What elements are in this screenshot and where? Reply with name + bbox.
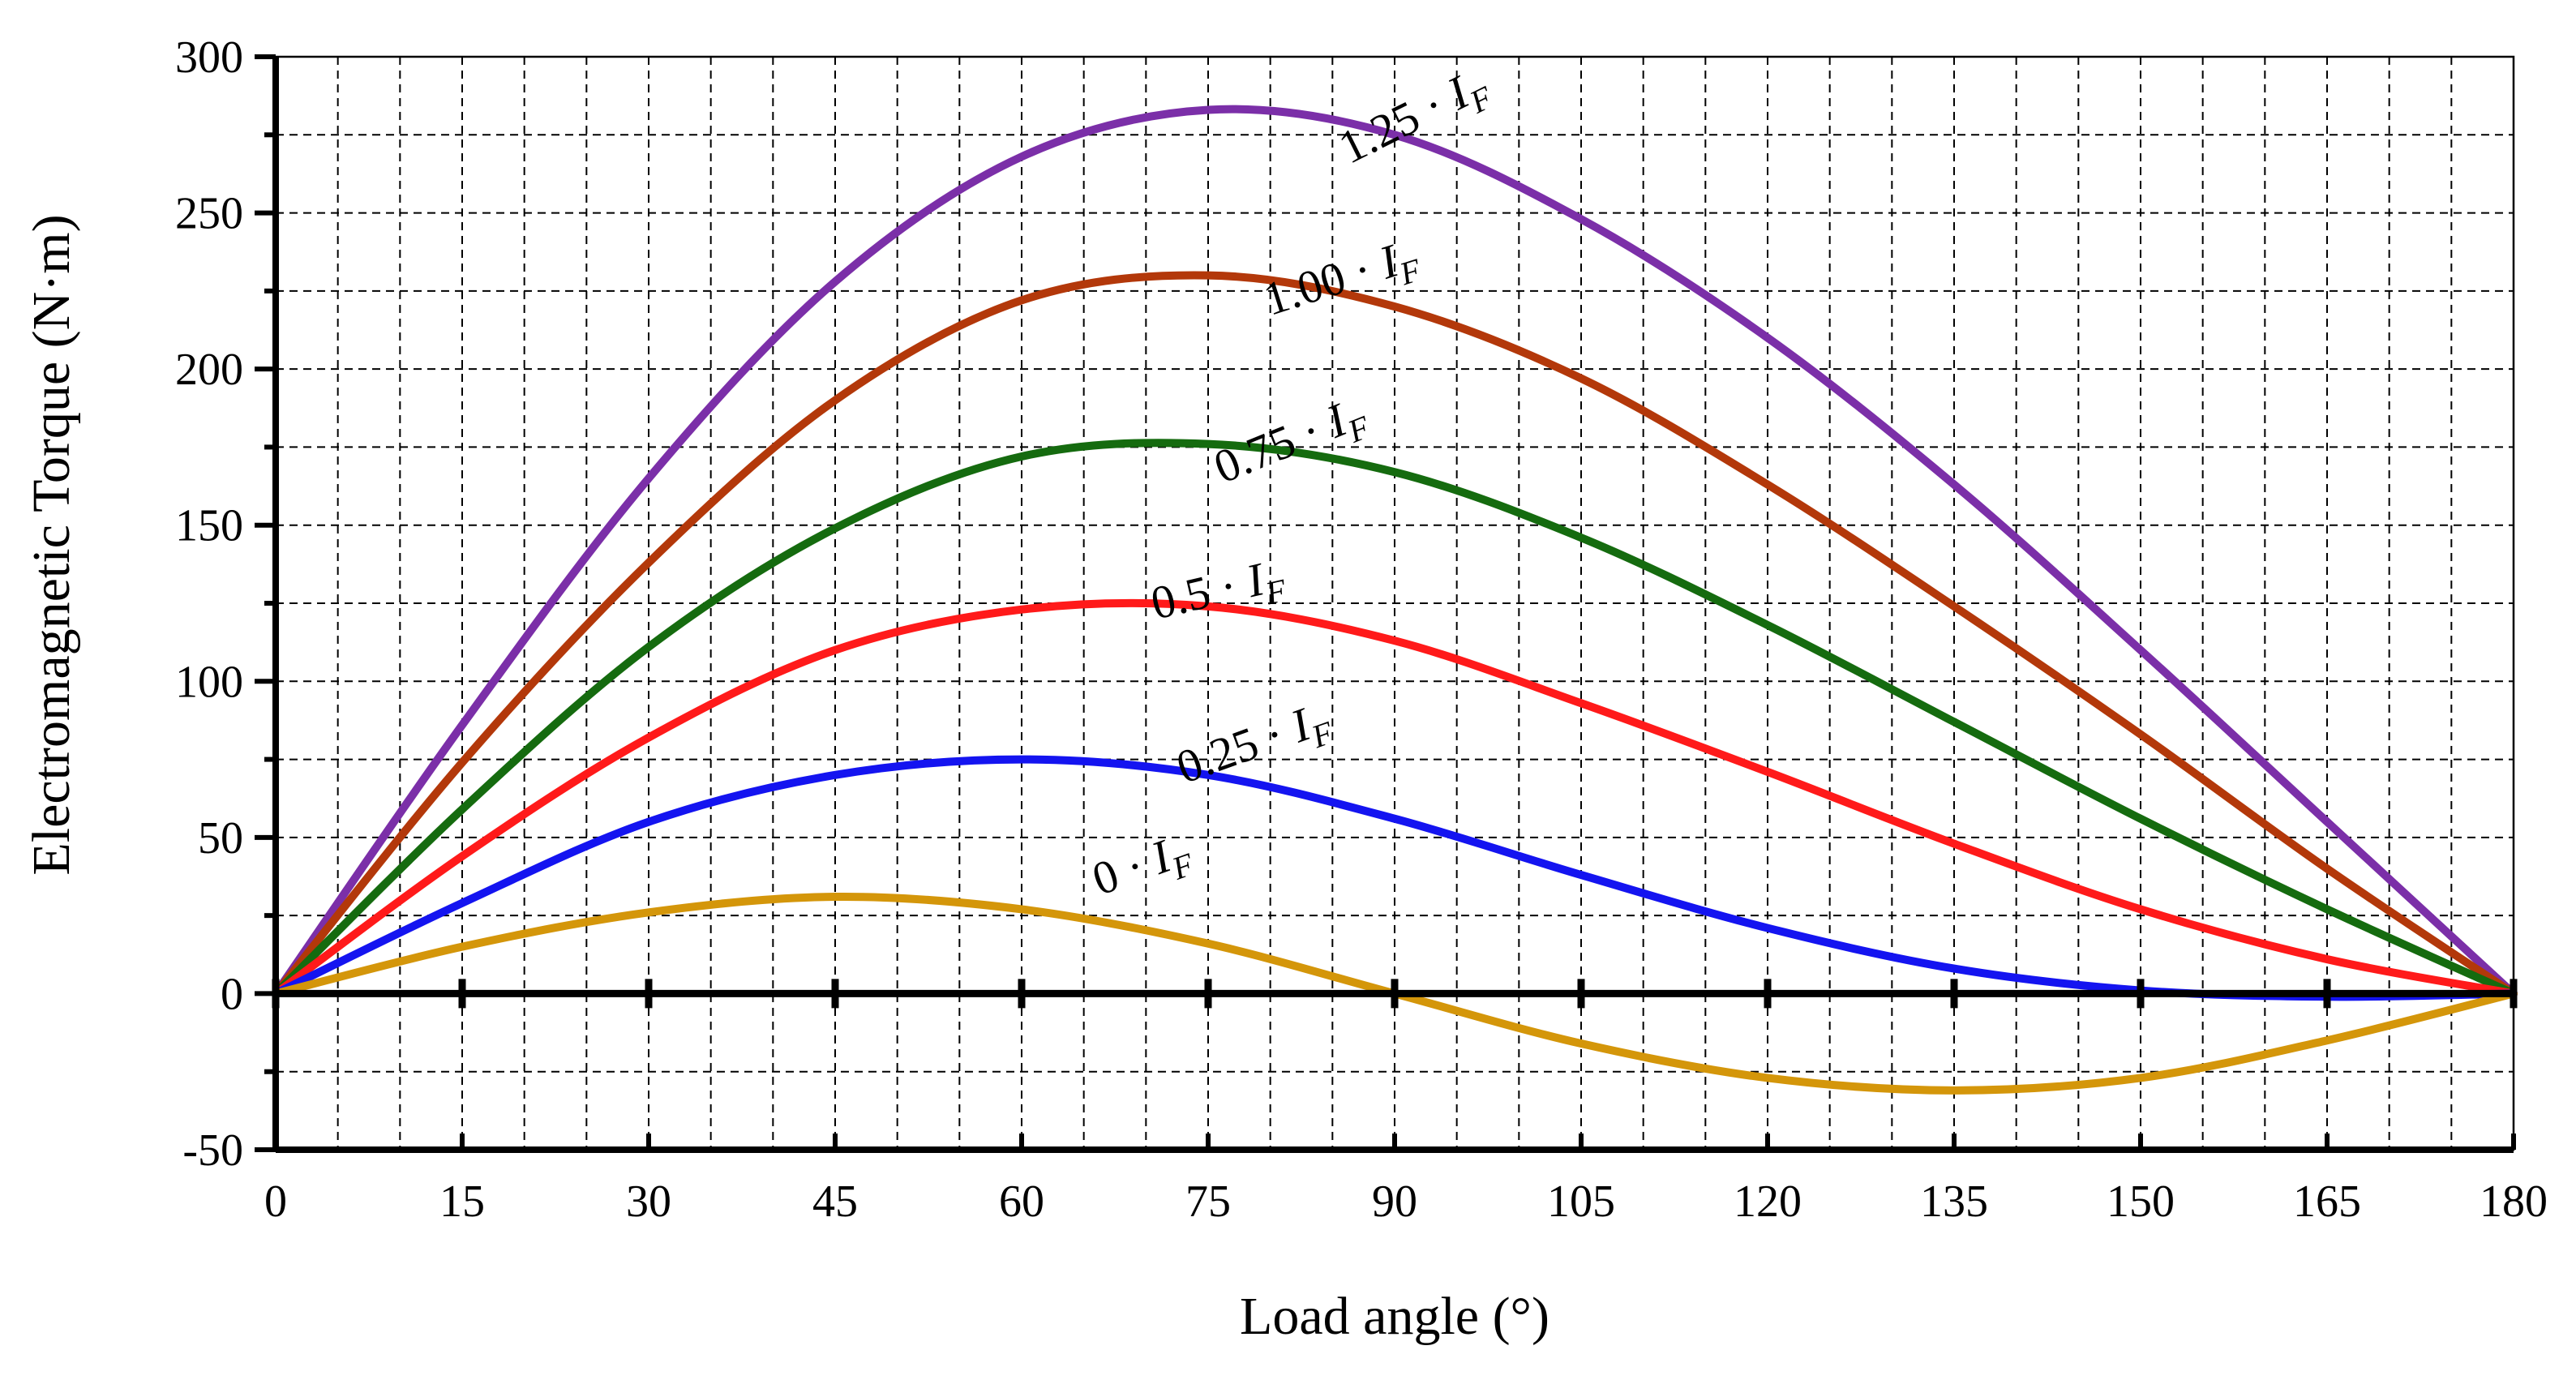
series-label-3: 0.5 · IF <box>1146 548 1290 638</box>
tick-labels: 0 15 30 45 60 75 90 105 120 135 150 165 180 -50 0 50 100… <box>175 32 2548 1227</box>
x-tick-label: 120 <box>1734 1176 1802 1227</box>
x-tick-label: 30 <box>626 1176 671 1227</box>
y-tick-label: 250 <box>175 189 243 239</box>
series-label-1: 1.00 · IF <box>1258 228 1426 333</box>
x-tick-label: 45 <box>812 1176 858 1227</box>
axes <box>255 54 2518 1153</box>
series-line-1 <box>272 271 2518 998</box>
x-tick-label: 135 <box>1920 1176 1988 1227</box>
y-tick-label: 100 <box>175 657 243 707</box>
series-line-2 <box>272 439 2518 998</box>
series-line-0 <box>272 105 2518 998</box>
x-tick-label: 105 <box>1547 1176 1615 1227</box>
series-label-5: 0 · IF <box>1086 823 1199 914</box>
y-axis-title: Electromagnetic Torque (N·m) <box>22 214 81 875</box>
series-label-2: 0.75 · IF <box>1207 386 1375 501</box>
x-tick-label: 165 <box>2293 1176 2361 1227</box>
y-tick-label: 0 <box>221 969 243 1019</box>
x-axis-title: Load angle (°) <box>1240 1287 1549 1346</box>
x-tick-label: 180 <box>2480 1176 2548 1227</box>
y-tick-label: -50 <box>182 1125 243 1176</box>
y-tick-label: 150 <box>175 501 243 551</box>
y-tick-label: 50 <box>198 813 243 864</box>
y-tick-label: 200 <box>175 345 243 395</box>
x-tick-label: 15 <box>439 1176 485 1227</box>
x-tick-label: 60 <box>999 1176 1044 1227</box>
x-tick-label: 75 <box>1185 1176 1231 1227</box>
y-tick-label: 300 <box>175 32 243 83</box>
x-tick-label: 150 <box>2107 1176 2175 1227</box>
series-line-3 <box>272 598 2518 998</box>
x-tick-label: 0 <box>264 1176 287 1227</box>
x-tick-label: 90 <box>1372 1176 1417 1227</box>
